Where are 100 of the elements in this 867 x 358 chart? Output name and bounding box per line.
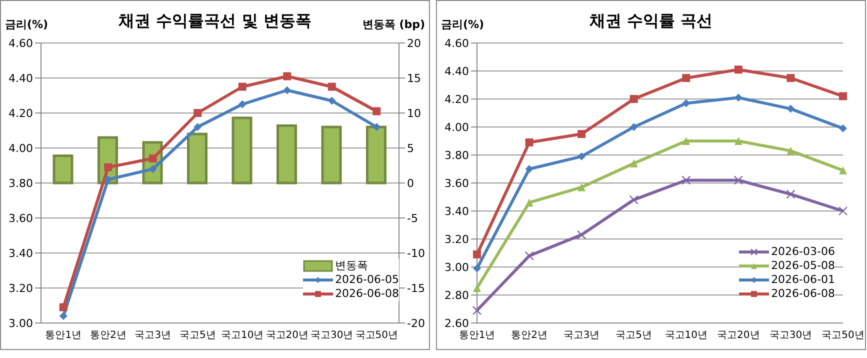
point [734, 137, 742, 145]
point [578, 130, 586, 138]
point [630, 95, 638, 103]
legend-label: 2026-06-08 [335, 287, 399, 301]
legend-label: 2026-03-06 [771, 245, 835, 259]
point [786, 146, 795, 155]
point [194, 109, 202, 117]
y2-tick-label: 10 [407, 106, 421, 120]
point [473, 284, 481, 292]
point [473, 250, 481, 258]
point [630, 159, 638, 168]
point [238, 100, 246, 108]
x-tick-label: 국고3년 [134, 330, 172, 342]
point [525, 165, 534, 173]
point [786, 104, 795, 113]
y-tick-label: 3.60 [444, 176, 469, 190]
chart-title: 채권 수익률 곡선 [589, 11, 713, 30]
bar [366, 126, 386, 184]
point [372, 107, 381, 116]
y-tick-label: 4.40 [444, 64, 469, 78]
y-tick-label: 3.00 [444, 260, 469, 274]
y2-tick-label: 15 [407, 72, 421, 85]
x-tick-label: 통안2년 [511, 330, 548, 342]
y-tick-label: 3.40 [8, 246, 33, 260]
point [839, 92, 847, 100]
y2-tick-label: 20 [407, 36, 421, 50]
legend-label: 2026-06-08 [771, 287, 835, 301]
point [525, 138, 534, 146]
x-tick-label: 국고30년 [310, 330, 354, 342]
x-tick-label: 국고50년 [822, 330, 864, 342]
point [148, 165, 157, 173]
x-tick-label: 국고20년 [717, 330, 760, 342]
point [59, 303, 68, 312]
bar [276, 124, 297, 184]
point [148, 154, 157, 162]
point [630, 123, 638, 131]
point [104, 176, 112, 184]
y2-tick-label: 5 [407, 142, 414, 155]
y-tick-label: 3.80 [8, 176, 33, 190]
y2-tick-label: 0 [407, 176, 414, 190]
bar [187, 132, 208, 184]
point [104, 163, 112, 172]
point [283, 86, 292, 94]
y-tick-label: 3.20 [444, 232, 469, 246]
legend-label: 2026-06-05 [335, 273, 399, 287]
point [838, 206, 848, 216]
x-tick-label: 국고50년 [355, 330, 398, 342]
y-tick-label: 3.60 [8, 212, 33, 225]
y-tick-label: 4.60 [8, 36, 33, 50]
y2-tick-label: -20 [407, 316, 425, 330]
point [283, 72, 292, 80]
y-tick-label: 4.40 [8, 72, 33, 85]
point [682, 99, 690, 108]
point [629, 195, 638, 204]
x-tick-label: 국고5년 [616, 330, 652, 342]
x-tick-label: 통안1년 [458, 330, 496, 342]
x-tick-label: 국고5년 [179, 330, 216, 342]
y-tick-label: 4.20 [444, 92, 469, 106]
bar [52, 154, 74, 184]
x-tick-label: 통안2년 [90, 330, 126, 342]
point [786, 74, 795, 82]
bar [232, 116, 252, 184]
y-tick-label: 2.60 [444, 316, 469, 330]
legend-label: 변동폭 [335, 259, 368, 273]
x-tick-label: 국고10년 [664, 330, 708, 342]
point [682, 176, 691, 185]
y2-tick-label: -10 [407, 246, 425, 260]
point [786, 190, 796, 199]
point [576, 230, 586, 240]
y-tick-label: 4.60 [444, 36, 469, 50]
y-tick-label: 2.80 [444, 288, 469, 302]
legend-label: 2026-06-01 [771, 273, 835, 287]
y-tick-label: 3.40 [444, 204, 469, 218]
point [734, 66, 742, 74]
x-tick-label: 국고10년 [221, 330, 264, 342]
point [578, 152, 586, 160]
y2-tick-label: -5 [407, 212, 418, 225]
y-tick-label: 4.00 [8, 142, 33, 155]
point [328, 96, 336, 105]
y-tick-label: 3.20 [8, 282, 33, 295]
point [238, 82, 246, 91]
point [59, 312, 68, 320]
x-tick-label: 국고20년 [266, 330, 308, 342]
legend-label: 2026-05-08 [771, 259, 835, 273]
y-tick-label: 4.00 [444, 120, 469, 134]
x-tick-label: 통안1년 [45, 330, 82, 342]
y-axis-title: 금리(%) [5, 17, 48, 32]
point [372, 123, 381, 131]
chart-title: 채권 수익률곡선 및 변동폭 [118, 11, 312, 30]
point [682, 74, 690, 82]
x-tick-label: 국고30년 [769, 330, 812, 342]
point [194, 123, 202, 131]
point [525, 198, 534, 207]
point [578, 183, 586, 192]
point [839, 166, 847, 174]
point [682, 137, 690, 145]
y-tick-label: 3.80 [444, 148, 469, 162]
bar [321, 126, 342, 184]
y2-tick-label: -15 [407, 282, 425, 295]
point [734, 176, 744, 185]
